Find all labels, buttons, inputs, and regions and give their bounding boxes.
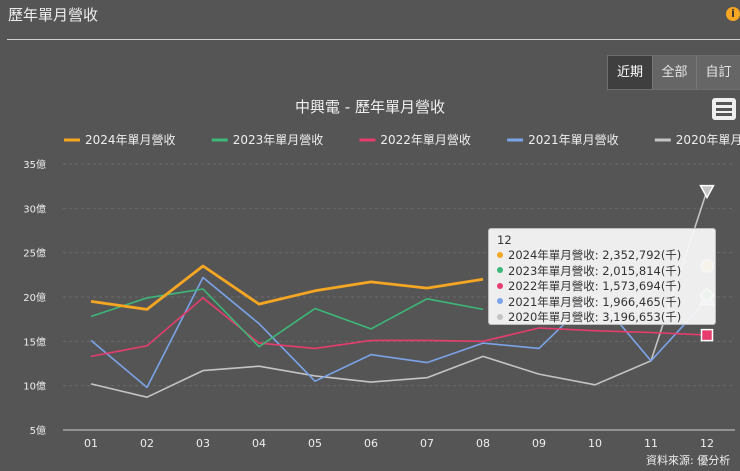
chart-tooltip: 12 2024年單月營收: 2,352,792(千) 2023年單月營收: 2,0… [488,228,716,325]
tooltip-value: 1,573,694(千) [602,279,682,293]
tooltip-row: 2021年單月營收: 1,966,465(千) [497,295,707,311]
source-note: 資料來源: 優分析 [646,454,731,467]
tooltip-label: 2020年單月營收: [508,310,603,324]
x-tick-label: 08 [476,437,490,450]
hamburger-menu-icon[interactable] [712,98,736,120]
x-tick-label: 02 [140,437,154,450]
x-tick-label: 10 [588,437,602,450]
tooltip-dot [497,313,503,320]
tooltip-label: 2021年單月營收: [508,294,603,309]
series-line [90,297,708,358]
tooltip-value: 1,966,465(千) [602,294,682,309]
y-tick-label: 5億 [30,424,46,437]
x-tick-label: 09 [532,437,546,450]
tooltip-dot [497,251,503,258]
legend-item: 2022年單月營收 [380,133,471,147]
y-tick-label: 35億 [23,158,46,171]
tooltip-header: 12 [497,233,512,247]
x-tick-label: 07 [420,437,434,450]
y-tick-label: 15億 [23,335,46,348]
tooltip-row: 2020年單月營收: 3,196,653(千) [497,310,707,326]
x-tick-label: 01 [84,437,98,450]
page-title: 歷年單月營收 [8,6,99,24]
x-tick-label: 03 [196,437,210,450]
tooltip-row: 2024年單月營收: 2,352,792(千) [497,248,707,264]
data-point [700,328,714,342]
range-selector: 近期 全部 自訂 [607,55,740,90]
x-tick-label: 05 [308,437,322,450]
y-tick-label: 10億 [23,380,46,393]
tooltip-label: 2024年單月營收: [508,248,603,262]
y-tick-label: 30億 [23,202,46,215]
chart-title: 中興電 - 歷年單月營收 [295,98,445,116]
tooltip-value: 2,352,792(千) [602,248,682,262]
x-tick-label: 12 [700,437,714,450]
data-point [699,184,715,200]
range-button-custom[interactable]: 自訂 [696,56,740,89]
legend-item: 2021年單月營收 [528,133,619,147]
tooltip-dot [497,298,503,304]
tooltip-row: 2022年單月營收: 1,573,694(千) [497,279,707,295]
tooltip-dot [497,267,503,273]
legend-item: 2024年單月營收 [85,133,176,147]
legend-item: 2020年單月營收 [676,133,740,147]
header-divider [7,39,740,40]
info-icon[interactable]: i [726,7,740,21]
legend-item: 2023年單月營收 [233,133,324,147]
range-button-recent[interactable]: 近期 [608,56,652,89]
y-tick-label: 25億 [23,247,46,260]
tooltip-dot [497,282,503,289]
tooltip-value: 3,196,653(千) [602,310,682,324]
x-tick-label: 04 [252,437,266,450]
tooltip-value: 2,015,814(千) [602,263,682,278]
tooltip-row: 2023年單月營收: 2,015,814(千) [497,264,707,280]
series-line [90,190,708,398]
x-tick-label: 06 [364,437,378,450]
x-tick-label: 11 [644,437,658,450]
range-button-all[interactable]: 全部 [652,56,696,89]
tooltip-label: 2023年單月營收: [508,263,603,278]
tooltip-label: 2022年單月營收: [508,279,603,293]
y-tick-label: 20億 [23,291,46,304]
